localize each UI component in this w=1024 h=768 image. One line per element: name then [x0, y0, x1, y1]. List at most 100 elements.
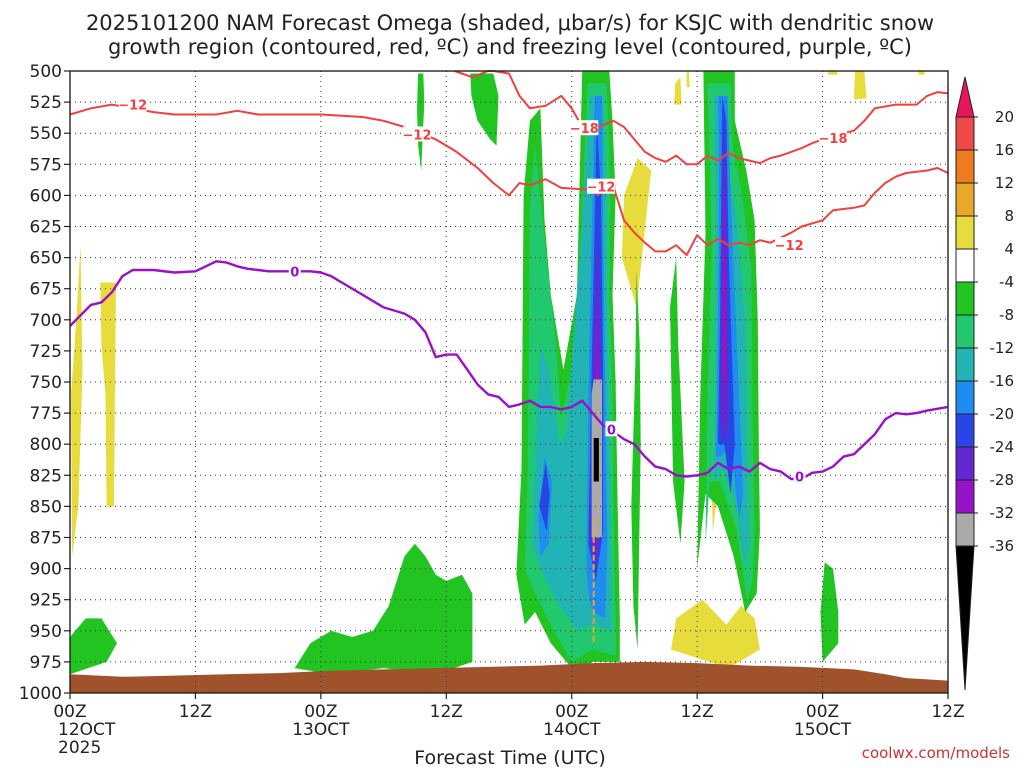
colorbar-box-1	[955, 149, 975, 184]
y-tick-label-975: 975	[30, 653, 62, 673]
colorbar-label-1: 16	[995, 141, 1014, 159]
dgz-contour-label-bg-0-2	[586, 178, 615, 194]
credit-text: coolwx.com/models	[862, 744, 1010, 762]
omega-region-19	[820, 562, 839, 662]
colorbar-label-2: 12	[995, 174, 1014, 192]
y-tick-label-950: 950	[30, 622, 62, 642]
x-tick-label-24-line2: 13OCT	[292, 720, 350, 740]
y-tick-label-925: 925	[30, 591, 62, 611]
colorbar-box-10	[955, 446, 975, 481]
y-tick-label-800: 800	[30, 435, 62, 455]
colorbar-label-5: -4	[999, 273, 1014, 291]
y-tick-label-600: 600	[30, 186, 62, 206]
omega-region-9	[671, 599, 760, 669]
x-tick-label-72-line2: 15OCT	[794, 720, 852, 740]
x-tick-label-0-line3: 2025	[58, 738, 101, 758]
x-tick-label-72-line1: 00Z	[806, 702, 839, 722]
freezing-contour-label-bg-0	[288, 263, 301, 279]
y-tick-label-525: 525	[30, 93, 62, 113]
plot-area	[70, 71, 948, 693]
colorbar-box-8	[955, 380, 975, 415]
freezing-contour-label-bg-1	[605, 421, 618, 437]
freezing-contour-label-0: 0	[290, 265, 299, 280]
colorbar-label-7: -12	[990, 339, 1015, 357]
dgz-contour-label-bg-1-0	[570, 120, 599, 136]
x-tick-label-0-line2: 12OCT	[58, 720, 116, 740]
omega-region-28	[539, 462, 550, 532]
title-line-1: 2025101200 NAM Forecast Omega (shaded, μ…	[86, 11, 934, 35]
dgz-contour-label-bg-0-0	[118, 96, 147, 112]
colorbar-box-0	[955, 116, 975, 151]
y-tick-label-775: 775	[30, 404, 62, 424]
omega-region-10	[70, 618, 117, 675]
dgz-contour-label-bg-0-3	[775, 237, 804, 253]
colorbar-box-4	[955, 248, 975, 283]
contour-lines: −12 −12 −12 −12 −18 −18 0 0 0	[69, 70, 949, 486]
freezing-contour-label-bg-2	[793, 468, 806, 484]
colorbar-box-7	[955, 347, 975, 382]
dgz-contour-label-0-3: −12	[775, 239, 804, 254]
x-tick-label-60-line1: 12Z	[681, 702, 714, 722]
y-tick-label-675: 675	[30, 280, 62, 300]
colorbar-label-8: -16	[990, 372, 1015, 390]
omega-region-11	[294, 543, 473, 675]
omega-shading	[70, 71, 925, 675]
colorbar: 20 16 12 8 4 -4 -8 -12 -16 -20 -24 -28 -32 -36	[955, 76, 1015, 691]
colorbar-label-0: 20	[995, 108, 1014, 126]
colorbar-box-3	[955, 215, 975, 250]
dgz-contour-label-bg-1-1	[819, 130, 848, 146]
y-tick-label-725: 725	[30, 342, 62, 362]
x-tick-label-48-line2: 14OCT	[543, 720, 601, 740]
omega-region-12	[417, 73, 425, 171]
omega-region-2	[621, 158, 652, 308]
omega-region-8	[918, 71, 925, 75]
y-tick-label-500: 500	[30, 62, 62, 82]
y-tick-label-750: 750	[30, 373, 62, 393]
colorbar-label-12: -32	[990, 504, 1015, 522]
y-tick-label-850: 850	[30, 497, 62, 517]
dgz-contour-label-1-0: −18	[570, 122, 599, 137]
colorbar-label-4: 4	[1004, 240, 1014, 258]
x-tick-label-48-line1: 00Z	[555, 702, 588, 722]
colorbar-box-11	[955, 479, 975, 514]
x-tick-label-84-line1: 12Z	[931, 702, 964, 722]
colorbar-label-6: -8	[999, 306, 1014, 324]
omega-region-13	[470, 73, 499, 146]
omega-region-1	[100, 282, 116, 507]
terrain-layer	[70, 661, 948, 693]
colorbar-label-11: -28	[990, 471, 1015, 489]
terrain-fill	[70, 661, 948, 693]
y-tick-label-700: 700	[30, 311, 62, 331]
freezing-contour-label-1: 0	[607, 423, 616, 438]
y-axis: 500 525 550 575 600 625 650 675 700 725 750 775 800 8…	[19, 62, 70, 704]
omega-region-4	[674, 77, 682, 105]
y-tick-label-625: 625	[30, 218, 62, 238]
dgz-contour-label-0-2: −12	[586, 181, 615, 196]
y-tick-label-1000: 1000	[19, 684, 62, 704]
y-tick-label-900: 900	[30, 560, 62, 580]
y-tick-label-825: 825	[30, 466, 62, 486]
colorbar-label-10: -24	[990, 438, 1015, 456]
freezing-contour-label-2: 0	[795, 471, 804, 486]
colorbar-label-9: -20	[990, 405, 1015, 423]
chart-title: 2025101200 NAM Forecast Omega (shaded, μ…	[86, 11, 934, 59]
omega-region-33	[722, 170, 727, 395]
omega-region-16	[670, 257, 685, 544]
dgz-contour-1	[454, 70, 949, 166]
omega-region-7	[853, 71, 867, 100]
colorbar-box-5	[955, 281, 975, 316]
colorbar-arrow-top	[955, 76, 975, 118]
omega-region-5	[686, 71, 690, 88]
colorbar-arrow-bottom	[955, 545, 975, 691]
omega-region-6	[827, 71, 839, 75]
y-tick-label-575: 575	[30, 155, 62, 175]
colorbar-box-12	[955, 512, 975, 547]
y-tick-label-550: 550	[30, 124, 62, 144]
colorbar-label-3: 8	[1004, 207, 1014, 225]
grid-lines	[70, 71, 948, 693]
x-tick-label-12-line1: 12Z	[179, 702, 212, 722]
y-tick-label-875: 875	[30, 529, 62, 549]
x-tick-label-24-line1: 00Z	[304, 702, 337, 722]
